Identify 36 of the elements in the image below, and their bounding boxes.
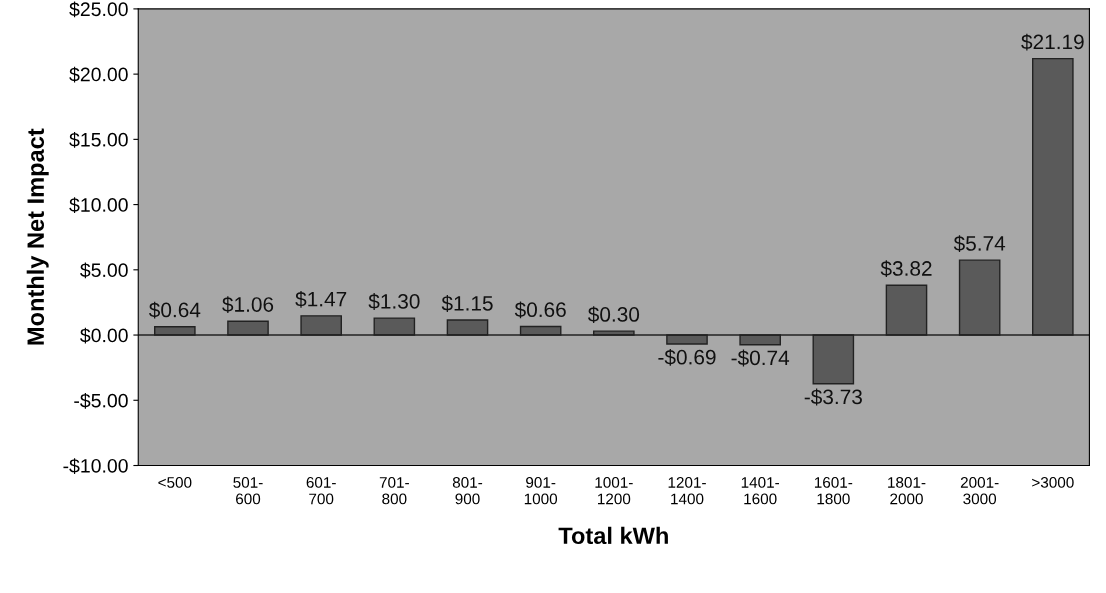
data-label: -$0.74 [731,349,790,367]
y-tick-label: $0.00 [80,327,128,344]
x-tick-label: 1201- 1400 [668,477,706,505]
x-tick-label: >3000 [1032,477,1074,488]
x-tick-label: 701- 800 [379,477,409,505]
data-label: $1.47 [295,290,347,308]
data-label: $0.66 [514,301,566,319]
x-tick-label: 601- 700 [306,477,336,505]
x-tick-label: 1401- 1600 [741,477,780,505]
data-label: $1.06 [222,296,274,314]
data-label: $1.15 [441,295,493,312]
y-axis-title: Monthly Net Impact [26,128,49,345]
y-tick-label: $15.00 [69,132,128,148]
y-tick-label: -$5.00 [74,392,128,409]
data-label: $0.64 [148,301,201,319]
x-tick-label: 1601- 1800 [814,477,853,505]
y-tick-label: $20.00 [69,66,128,83]
x-tick-label: <500 [158,477,192,488]
x-tick-label: 501- 600 [233,477,263,505]
data-label: $5.74 [953,235,1006,253]
x-tick-label: 901- 1000 [524,477,558,505]
data-label: -$0.69 [658,348,716,366]
y-tick-label: $10.00 [69,197,128,213]
y-tick-label: $25.00 [69,1,128,18]
x-tick-label: 2001- 3000 [960,477,999,505]
y-tick-label: -$10.00 [63,458,128,474]
x-tick-label: 1001- 1200 [595,477,633,505]
data-label: $21.19 [1021,33,1084,51]
data-label: $0.30 [587,306,640,324]
data-label: $1.30 [368,293,420,310]
data-label: -$3.73 [804,388,862,406]
x-tick-label: 801- 900 [452,477,483,505]
x-axis-title: Total kWh [558,526,668,545]
y-tick-label: $5.00 [80,262,128,279]
data-label: $3.82 [880,260,932,278]
x-tick-label: 1801- 2000 [888,477,926,505]
